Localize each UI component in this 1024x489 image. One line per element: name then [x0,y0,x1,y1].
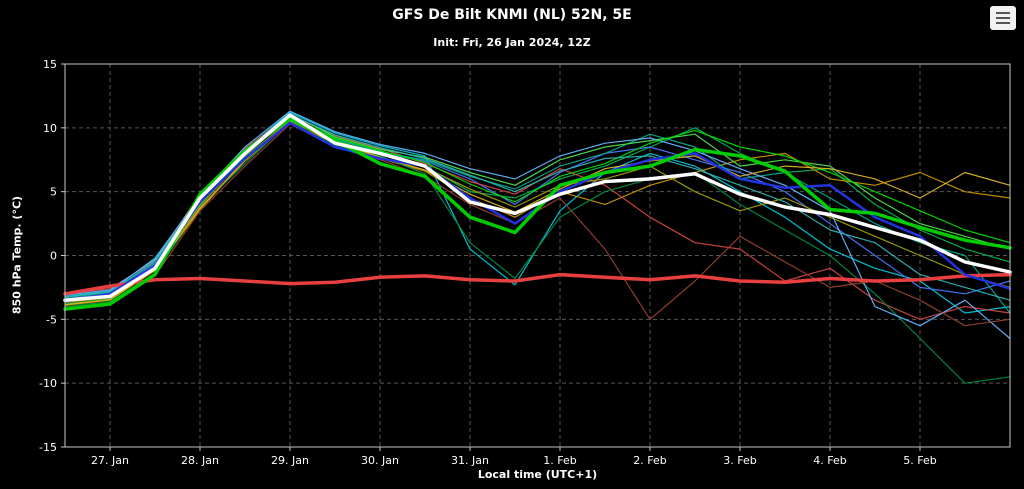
export-menu-button[interactable] [990,6,1016,30]
x-tick-label: 31. Jan [451,454,489,467]
y-tick-label: -10 [39,377,57,390]
y-tick-label: -5 [46,313,57,326]
series-line [63,272,1012,296]
x-tick-label: 4. Feb [813,454,846,467]
x-tick-label: 30. Jan [361,454,399,467]
x-axis-label: Local time (UTC+1) [477,468,598,481]
y-tick-label: 10 [43,122,57,135]
y-tick-label: 15 [43,58,57,71]
x-tick-label: 27. Jan [91,454,129,467]
ensemble-member-line [64,120,1011,306]
x-tick-label: 2. Feb [633,454,666,467]
chart-subtitle: Init: Fri, 26 Jan 2024, 12Z [433,36,591,49]
chart-title: GFS De Bilt KNMI (NL) 52N, 5E [392,7,632,23]
y-tick-label: 0 [50,250,57,263]
x-tick-label: 3. Feb [723,454,756,467]
ensemble-member-line [64,120,1011,384]
series-line [63,113,1012,302]
hamburger-menu-icon [996,12,1010,24]
y-tick-label: 5 [50,186,57,199]
y-axis-label: 850 hPa Temp. (°C) [10,195,24,315]
x-tick-label: 28. Jan [181,454,219,467]
y-tick-label: -15 [39,441,57,454]
series-line [63,117,1012,311]
x-tick-label: 5. Feb [903,454,936,467]
x-tick-label: 29. Jan [271,454,309,467]
x-tick-label: 1. Feb [543,454,576,467]
